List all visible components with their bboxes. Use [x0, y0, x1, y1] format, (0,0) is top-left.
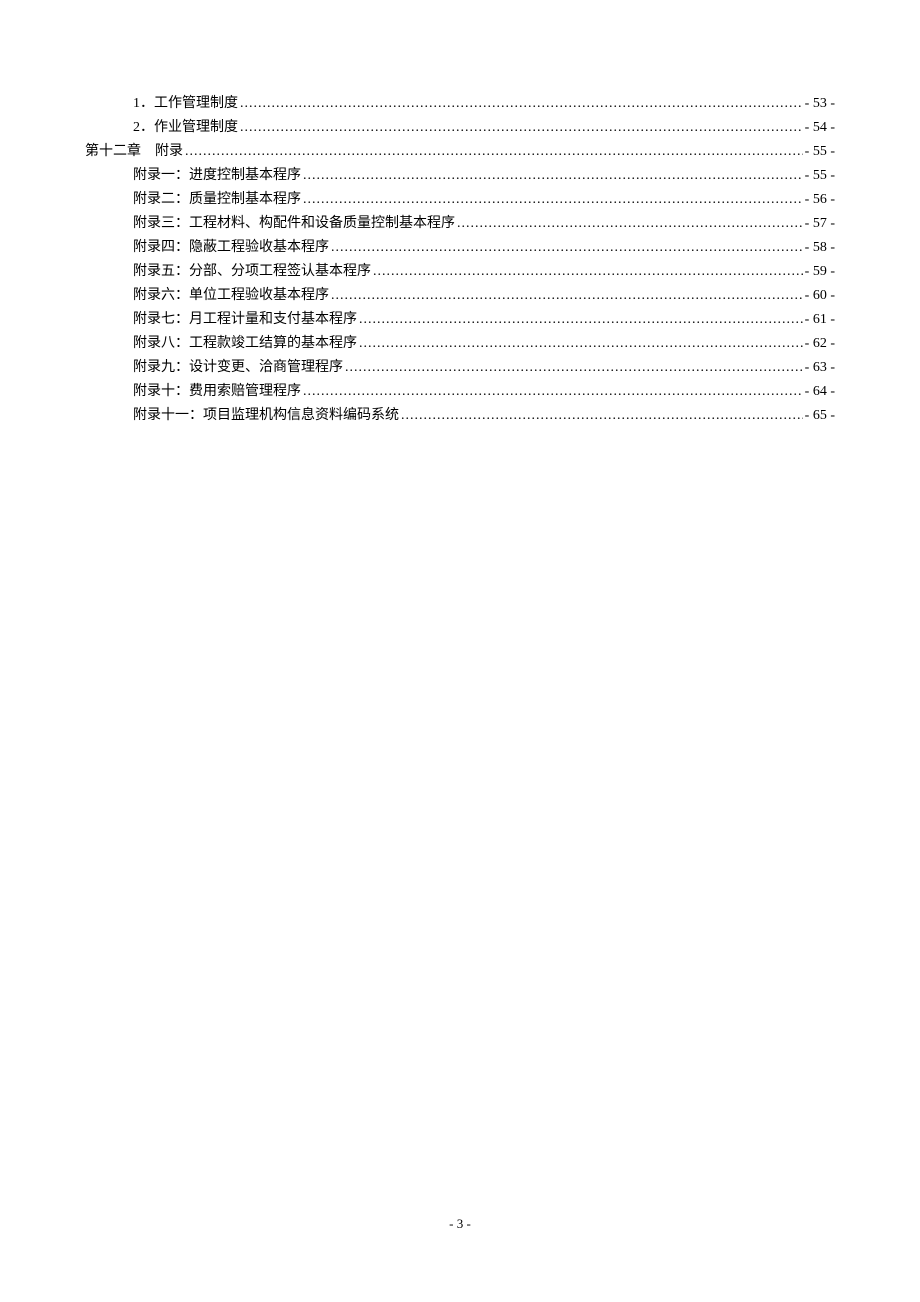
toc-label: 附录六：单位工程验收基本程序: [133, 284, 329, 308]
toc-label: 附录十一：项目监理机构信息资料编码系统: [133, 404, 399, 428]
toc-entry: 附录五：分部、分项工程签认基本程序 - 59 -: [85, 260, 835, 284]
toc-entry: 附录一：进度控制基本程序 - 55 -: [85, 164, 835, 188]
toc-page-ref: - 53 -: [805, 92, 835, 116]
toc-entry: 2．作业管理制度 - 54 -: [85, 116, 835, 140]
toc-leader-dots: [303, 380, 803, 404]
toc-entry: 1．工作管理制度 - 53 -: [85, 92, 835, 116]
toc-label: 第十二章 附录: [85, 140, 183, 164]
toc-label: 附录四：隐蔽工程验收基本程序: [133, 236, 329, 260]
toc-entry: 附录二：质量控制基本程序 - 56 -: [85, 188, 835, 212]
toc-page-ref: - 64 -: [805, 380, 835, 404]
toc-leader-dots: [373, 260, 803, 284]
toc-label: 附录一：进度控制基本程序: [133, 164, 301, 188]
toc-page-ref: - 55 -: [805, 140, 835, 164]
toc-page-ref: - 60 -: [805, 284, 835, 308]
toc-page-ref: - 62 -: [805, 332, 835, 356]
toc-leader-dots: [345, 356, 803, 380]
toc-leader-dots: [303, 188, 803, 212]
toc-entry: 第十二章 附录 - 55 -: [85, 140, 835, 164]
toc-page-ref: - 59 -: [805, 260, 835, 284]
toc-label: 附录二：质量控制基本程序: [133, 188, 301, 212]
toc-leader-dots: [359, 308, 803, 332]
toc-page-ref: - 56 -: [805, 188, 835, 212]
toc-label: 1．工作管理制度: [133, 92, 238, 116]
toc-entry: 附录九：设计变更、洽商管理程序 - 63 -: [85, 356, 835, 380]
toc-entry: 附录三：工程材料、构配件和设备质量控制基本程序 - 57 -: [85, 212, 835, 236]
toc-leader-dots: [401, 404, 803, 428]
toc-label: 2．作业管理制度: [133, 116, 238, 140]
toc-page-ref: - 54 -: [805, 116, 835, 140]
toc-label: 附录八：工程款竣工结算的基本程序: [133, 332, 357, 356]
toc-page-ref: - 55 -: [805, 164, 835, 188]
toc-leader-dots: [240, 92, 803, 116]
toc-entry: 附录七：月工程计量和支付基本程序 - 61 -: [85, 308, 835, 332]
toc-entry: 附录八：工程款竣工结算的基本程序 - 62 -: [85, 332, 835, 356]
toc-leader-dots: [457, 212, 803, 236]
toc-leader-dots: [359, 332, 803, 356]
toc-page-ref: - 61 -: [805, 308, 835, 332]
toc-entry: 附录四：隐蔽工程验收基本程序 - 58 -: [85, 236, 835, 260]
toc-leader-dots: [185, 140, 803, 164]
toc-page-ref: - 65 -: [805, 404, 835, 428]
toc-page-ref: - 57 -: [805, 212, 835, 236]
toc-label: 附录五：分部、分项工程签认基本程序: [133, 260, 371, 284]
toc-page-ref: - 63 -: [805, 356, 835, 380]
toc-label: 附录十：费用索赔管理程序: [133, 380, 301, 404]
toc-entry: 附录十：费用索赔管理程序 - 64 -: [85, 380, 835, 404]
toc-leader-dots: [303, 164, 803, 188]
toc-entry: 附录十一：项目监理机构信息资料编码系统 - 65 -: [85, 404, 835, 428]
page-number: - 3 -: [0, 1216, 920, 1232]
toc-entry: 附录六：单位工程验收基本程序 - 60 -: [85, 284, 835, 308]
toc-label: 附录九：设计变更、洽商管理程序: [133, 356, 343, 380]
toc-container: 1．工作管理制度 - 53 - 2．作业管理制度 - 54 - 第十二章 附录 …: [0, 0, 920, 428]
toc-label: 附录三：工程材料、构配件和设备质量控制基本程序: [133, 212, 455, 236]
toc-label: 附录七：月工程计量和支付基本程序: [133, 308, 357, 332]
toc-leader-dots: [331, 236, 803, 260]
toc-leader-dots: [240, 116, 803, 140]
toc-page-ref: - 58 -: [805, 236, 835, 260]
toc-leader-dots: [331, 284, 803, 308]
